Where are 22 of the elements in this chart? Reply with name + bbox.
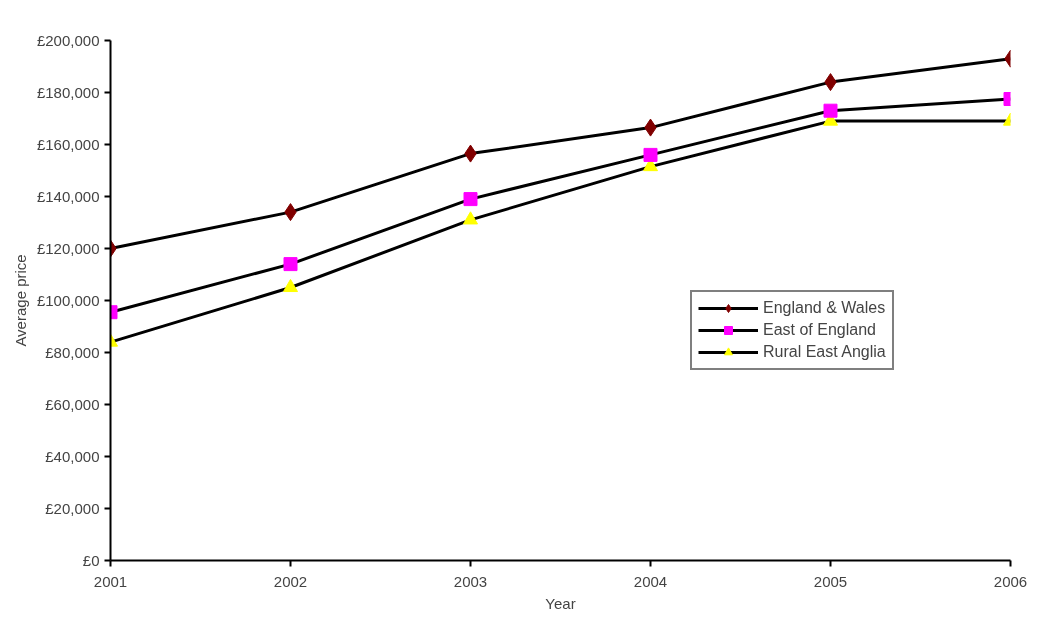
y-tick-label: £40,000 (45, 448, 100, 465)
x-tick-label: 2006 (993, 572, 1028, 590)
legend-label: East of England (763, 321, 876, 339)
legend-label: Rural East Anglia (763, 343, 886, 361)
y-tick-label: £100,000 (36, 292, 100, 309)
y-axis-title: Average price (11, 254, 29, 347)
y-tick-label: £120,000 (36, 240, 100, 257)
y-tick-label: £140,000 (36, 188, 100, 205)
y-tick-label: £180,000 (36, 84, 100, 101)
x-tick-label: 2004 (633, 572, 668, 590)
x-tick-label: 2001 (93, 572, 128, 590)
y-tick-label: £160,000 (36, 136, 100, 153)
x-tick-label: 2005 (813, 572, 848, 590)
y-tick-label: £200,000 (36, 32, 100, 49)
y-tick-label: £60,000 (45, 396, 100, 413)
x-tick-label: 2003 (453, 572, 488, 590)
x-tick-label: 2002 (273, 572, 308, 590)
y-tick-label: £0 (82, 552, 100, 569)
x-axis-title: Year (545, 594, 576, 612)
legend-label: England & Wales (763, 299, 886, 317)
y-tick-label: £20,000 (45, 500, 100, 517)
y-tick-label: £80,000 (45, 344, 100, 361)
